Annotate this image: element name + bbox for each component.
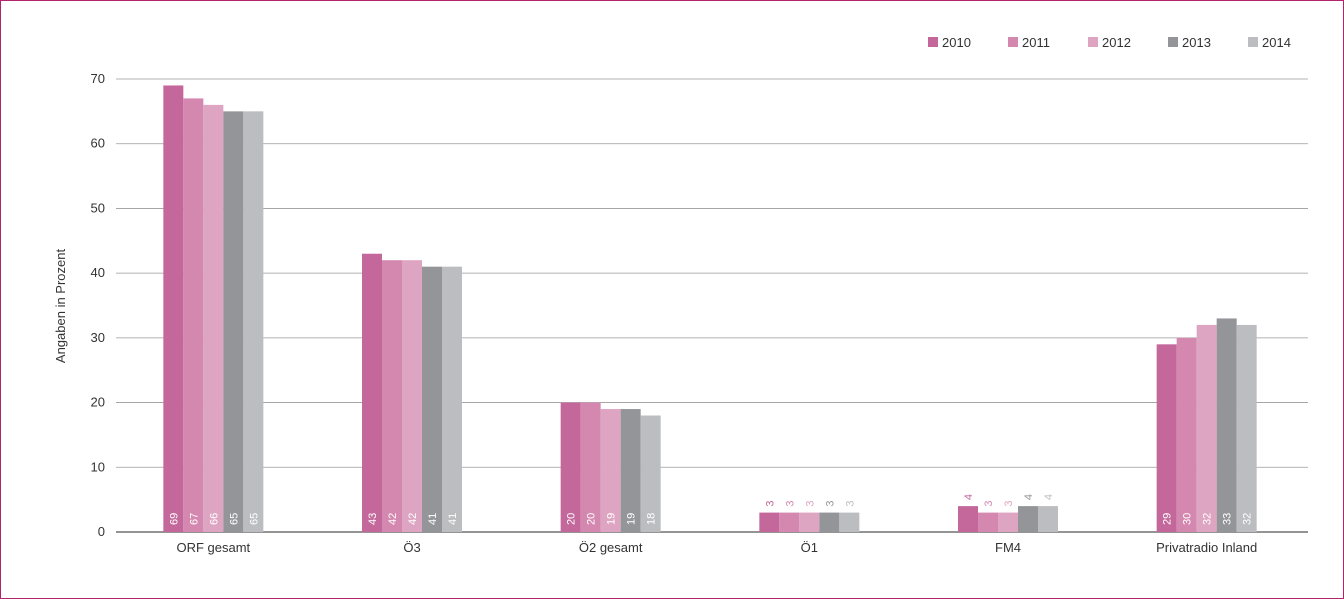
bar: [163, 85, 184, 532]
data-label: 4: [1043, 494, 1055, 500]
data-label: 32: [1202, 513, 1214, 525]
category-label: Ö1: [801, 540, 818, 555]
bar: [839, 512, 860, 532]
bar: [203, 104, 224, 532]
y-tick-label: 30: [91, 330, 105, 345]
data-label: 18: [646, 513, 658, 525]
y-tick-label: 40: [91, 265, 105, 280]
bars: [163, 85, 1257, 533]
bar: [1018, 506, 1038, 532]
data-label: 3: [804, 500, 816, 506]
bar: [1196, 324, 1217, 532]
bar: [1156, 344, 1177, 532]
data-label: 41: [447, 513, 459, 525]
data-label: 3: [983, 500, 995, 506]
category-label: ORF gesamt: [176, 540, 250, 555]
bar: [442, 266, 462, 532]
legend-label: 2014: [1262, 35, 1291, 50]
data-label: 66: [208, 513, 220, 525]
data-label: 3: [824, 500, 836, 506]
data-label: 42: [387, 513, 399, 525]
bar: [799, 512, 820, 532]
bar: [362, 253, 382, 532]
data-label: 65: [228, 513, 240, 525]
bar: [382, 260, 402, 532]
bar: [1236, 324, 1257, 532]
bar: [580, 402, 601, 532]
data-label: 33: [1222, 513, 1234, 525]
category-labels: ORF gesamt Ö3 Ö2 gesamt Ö1 FM4 Privatradio In…: [176, 540, 1257, 555]
y-tick-label: 60: [91, 136, 105, 151]
data-label: 69: [168, 513, 180, 525]
legend: 2010 2011 2012 2013 2014: [928, 35, 1291, 50]
legend-label: 2011: [1022, 35, 1050, 50]
bar: [620, 409, 641, 532]
data-label: 43: [367, 513, 379, 525]
legend-swatch: [1088, 37, 1098, 47]
y-tick-label: 20: [91, 395, 105, 410]
data-label: 3: [844, 500, 856, 506]
legend-label: 2010: [942, 35, 971, 50]
bar: [779, 512, 800, 532]
bar: [183, 98, 204, 533]
bar: [978, 512, 998, 532]
bar: [560, 402, 581, 532]
data-label: 19: [626, 513, 638, 525]
bar: [640, 415, 661, 532]
data-label: 19: [606, 513, 618, 525]
data-label: 4: [1023, 494, 1035, 500]
data-label: 20: [586, 513, 598, 525]
data-label: 29: [1162, 513, 1174, 525]
data-labels: 69 67 66 65 65 43 42 42 41 41 20 20 19 19 183 3 3 3 343 34 4…: [168, 494, 1253, 525]
bar: [998, 512, 1018, 532]
bar: [1176, 337, 1197, 532]
legend-swatch: [928, 37, 938, 47]
data-label: 42: [407, 513, 419, 525]
category-label: Ö3: [403, 540, 420, 555]
bar: [819, 512, 840, 532]
data-label: 3: [764, 500, 776, 506]
y-tick-label: 70: [91, 71, 105, 86]
bar: [243, 111, 264, 532]
bar: [759, 512, 780, 532]
data-label: 65: [248, 513, 260, 525]
y-tick-label: 50: [91, 200, 105, 215]
y-axis-ticks: 0 10 20 30 40 50 60 70: [91, 71, 105, 539]
legend-label: 2013: [1182, 35, 1211, 50]
bar: [223, 111, 244, 532]
bar: [600, 409, 621, 532]
bar: [402, 260, 422, 532]
bar: [1216, 318, 1237, 532]
y-tick-label: 10: [91, 459, 105, 474]
y-tick-label: 0: [98, 524, 105, 539]
data-label: 4: [963, 494, 975, 500]
data-label: 3: [784, 500, 796, 506]
category-label: Ö2 gesamt: [579, 540, 643, 555]
data-label: 20: [566, 513, 578, 525]
category-label: FM4: [995, 540, 1021, 555]
bar: [1038, 506, 1058, 532]
data-label: 67: [188, 513, 200, 525]
y-axis-label: Angaben in Prozent: [53, 249, 68, 364]
legend-swatch: [1248, 37, 1258, 47]
grid: [116, 78, 1308, 533]
category-label: Privatradio Inland: [1156, 540, 1257, 555]
data-label: 30: [1182, 513, 1194, 525]
bar: [958, 506, 978, 532]
legend-swatch: [1168, 37, 1178, 47]
data-label: 3: [1003, 500, 1015, 506]
data-label: 41: [427, 513, 439, 525]
legend-label: 2012: [1102, 35, 1131, 50]
bar: [422, 266, 442, 532]
data-label: 32: [1242, 513, 1254, 525]
legend-swatch: [1008, 37, 1018, 47]
